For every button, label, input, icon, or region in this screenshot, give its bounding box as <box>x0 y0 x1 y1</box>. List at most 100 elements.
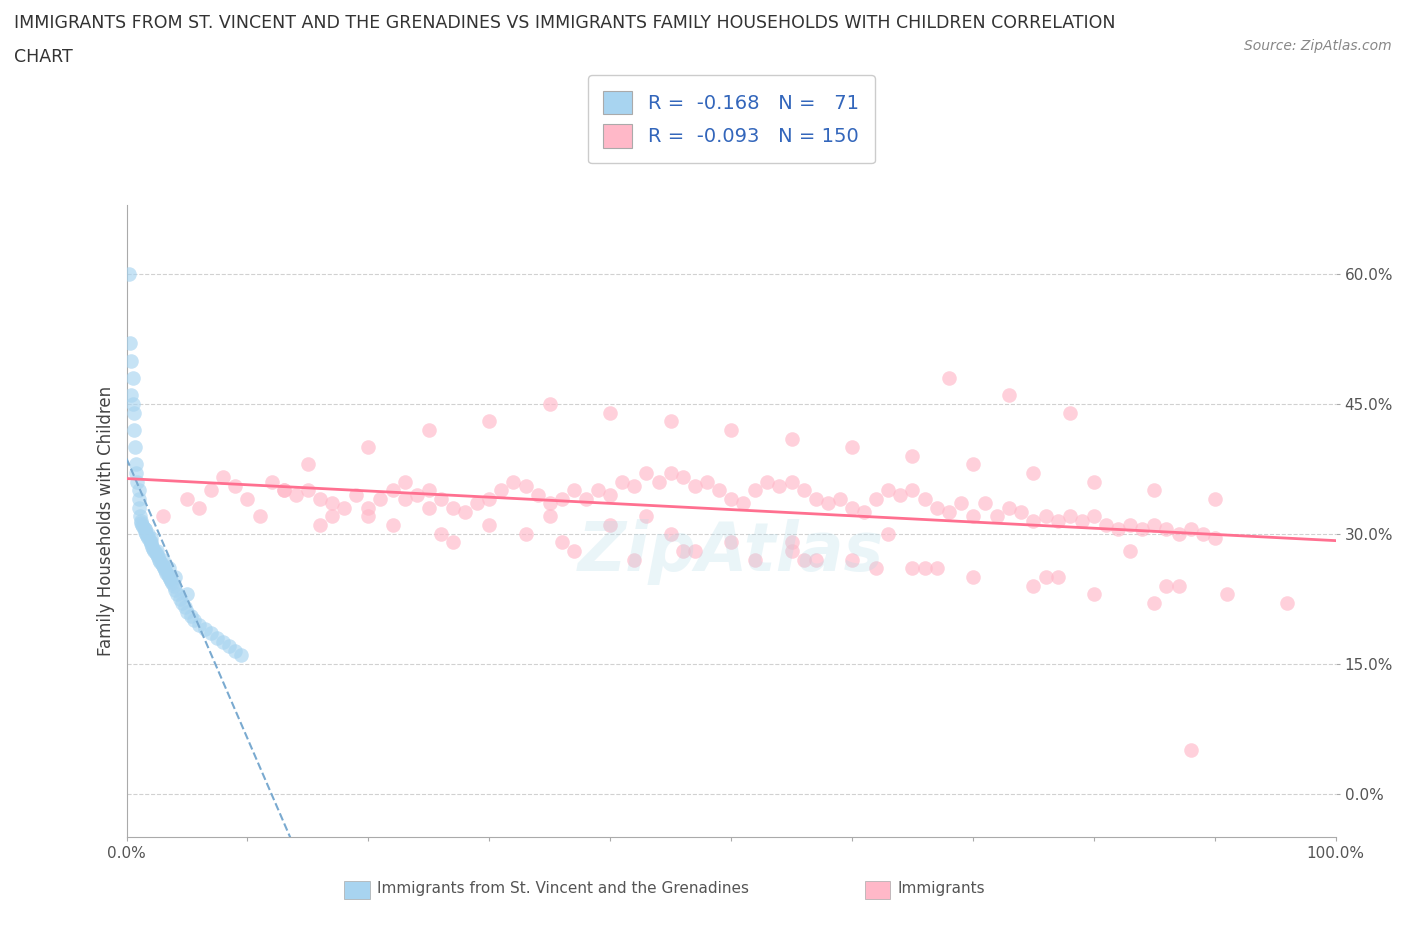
Point <box>841 552 863 567</box>
Point <box>132 520 155 535</box>
Point <box>188 500 211 515</box>
Point <box>1119 544 1142 559</box>
Point <box>768 479 790 494</box>
Point <box>152 509 174 524</box>
Point <box>515 526 537 541</box>
Point <box>865 492 887 507</box>
Point <box>538 396 561 411</box>
Point <box>551 492 574 507</box>
Point <box>515 479 537 494</box>
Point <box>720 535 742 550</box>
Point <box>804 552 827 567</box>
Point <box>1277 595 1299 610</box>
Point <box>173 600 195 615</box>
Point <box>526 487 548 502</box>
Point <box>901 448 924 463</box>
Point <box>962 509 984 524</box>
Point <box>877 526 900 541</box>
Point <box>205 631 228 645</box>
Point <box>938 370 960 385</box>
Point <box>672 544 695 559</box>
Point <box>218 639 240 654</box>
Point <box>153 561 176 576</box>
Point <box>1083 587 1105 602</box>
Point <box>146 550 169 565</box>
Point <box>155 565 177 580</box>
Point <box>134 522 156 537</box>
Point <box>135 526 157 541</box>
Point <box>962 570 984 585</box>
Point <box>877 483 900 498</box>
Point <box>394 474 416 489</box>
Point <box>163 570 186 585</box>
Point <box>121 396 143 411</box>
Point <box>1059 405 1081 420</box>
Point <box>128 500 150 515</box>
Point <box>357 500 380 515</box>
Point <box>160 574 183 589</box>
Point <box>142 541 165 556</box>
Point <box>249 509 271 524</box>
Point <box>121 370 143 385</box>
Point <box>141 539 163 554</box>
Point <box>623 479 645 494</box>
Point <box>180 608 202 623</box>
Point <box>381 483 404 498</box>
Point <box>478 492 501 507</box>
Point <box>901 483 924 498</box>
Point <box>357 440 380 455</box>
Point <box>1167 578 1189 593</box>
Point <box>120 336 142 351</box>
Point <box>707 483 730 498</box>
Point <box>357 509 380 524</box>
Point <box>122 405 145 420</box>
Point <box>418 483 440 498</box>
Point <box>672 470 695 485</box>
Point <box>599 405 621 420</box>
Text: IMMIGRANTS FROM ST. VINCENT AND THE GRENADINES VS IMMIGRANTS FAMILY HOUSEHOLDS W: IMMIGRANTS FROM ST. VINCENT AND THE GREN… <box>14 14 1115 32</box>
Point <box>136 526 159 541</box>
Point <box>152 552 174 567</box>
Point <box>865 561 887 576</box>
Point <box>1046 513 1069 528</box>
Point <box>370 492 392 507</box>
Point <box>148 552 170 567</box>
Point <box>139 535 162 550</box>
Point <box>623 552 645 567</box>
Point <box>636 509 658 524</box>
Point <box>188 618 211 632</box>
Point <box>889 487 911 502</box>
Point <box>1107 522 1129 537</box>
Point <box>1167 526 1189 541</box>
Point <box>465 496 488 511</box>
Point <box>1180 522 1202 537</box>
Point <box>599 487 621 502</box>
Point <box>478 414 501 429</box>
Point <box>538 509 561 524</box>
Point <box>139 537 162 551</box>
Point <box>127 474 149 489</box>
Point <box>720 492 742 507</box>
Point <box>683 479 706 494</box>
Point <box>333 500 356 515</box>
Point <box>145 545 167 560</box>
Text: CHART: CHART <box>14 48 73 66</box>
Point <box>925 500 948 515</box>
Point <box>128 492 150 507</box>
Point <box>562 544 585 559</box>
Point <box>793 552 815 567</box>
Point <box>152 558 174 573</box>
Point <box>780 535 803 550</box>
Point <box>176 604 198 619</box>
Point <box>321 509 343 524</box>
Point <box>551 535 574 550</box>
Point <box>925 561 948 576</box>
Point <box>780 474 803 489</box>
Point <box>780 544 803 559</box>
Point <box>163 583 186 598</box>
Point <box>129 516 152 531</box>
Point <box>599 518 621 533</box>
Point <box>321 496 343 511</box>
Point <box>1119 518 1142 533</box>
Point <box>156 567 179 582</box>
